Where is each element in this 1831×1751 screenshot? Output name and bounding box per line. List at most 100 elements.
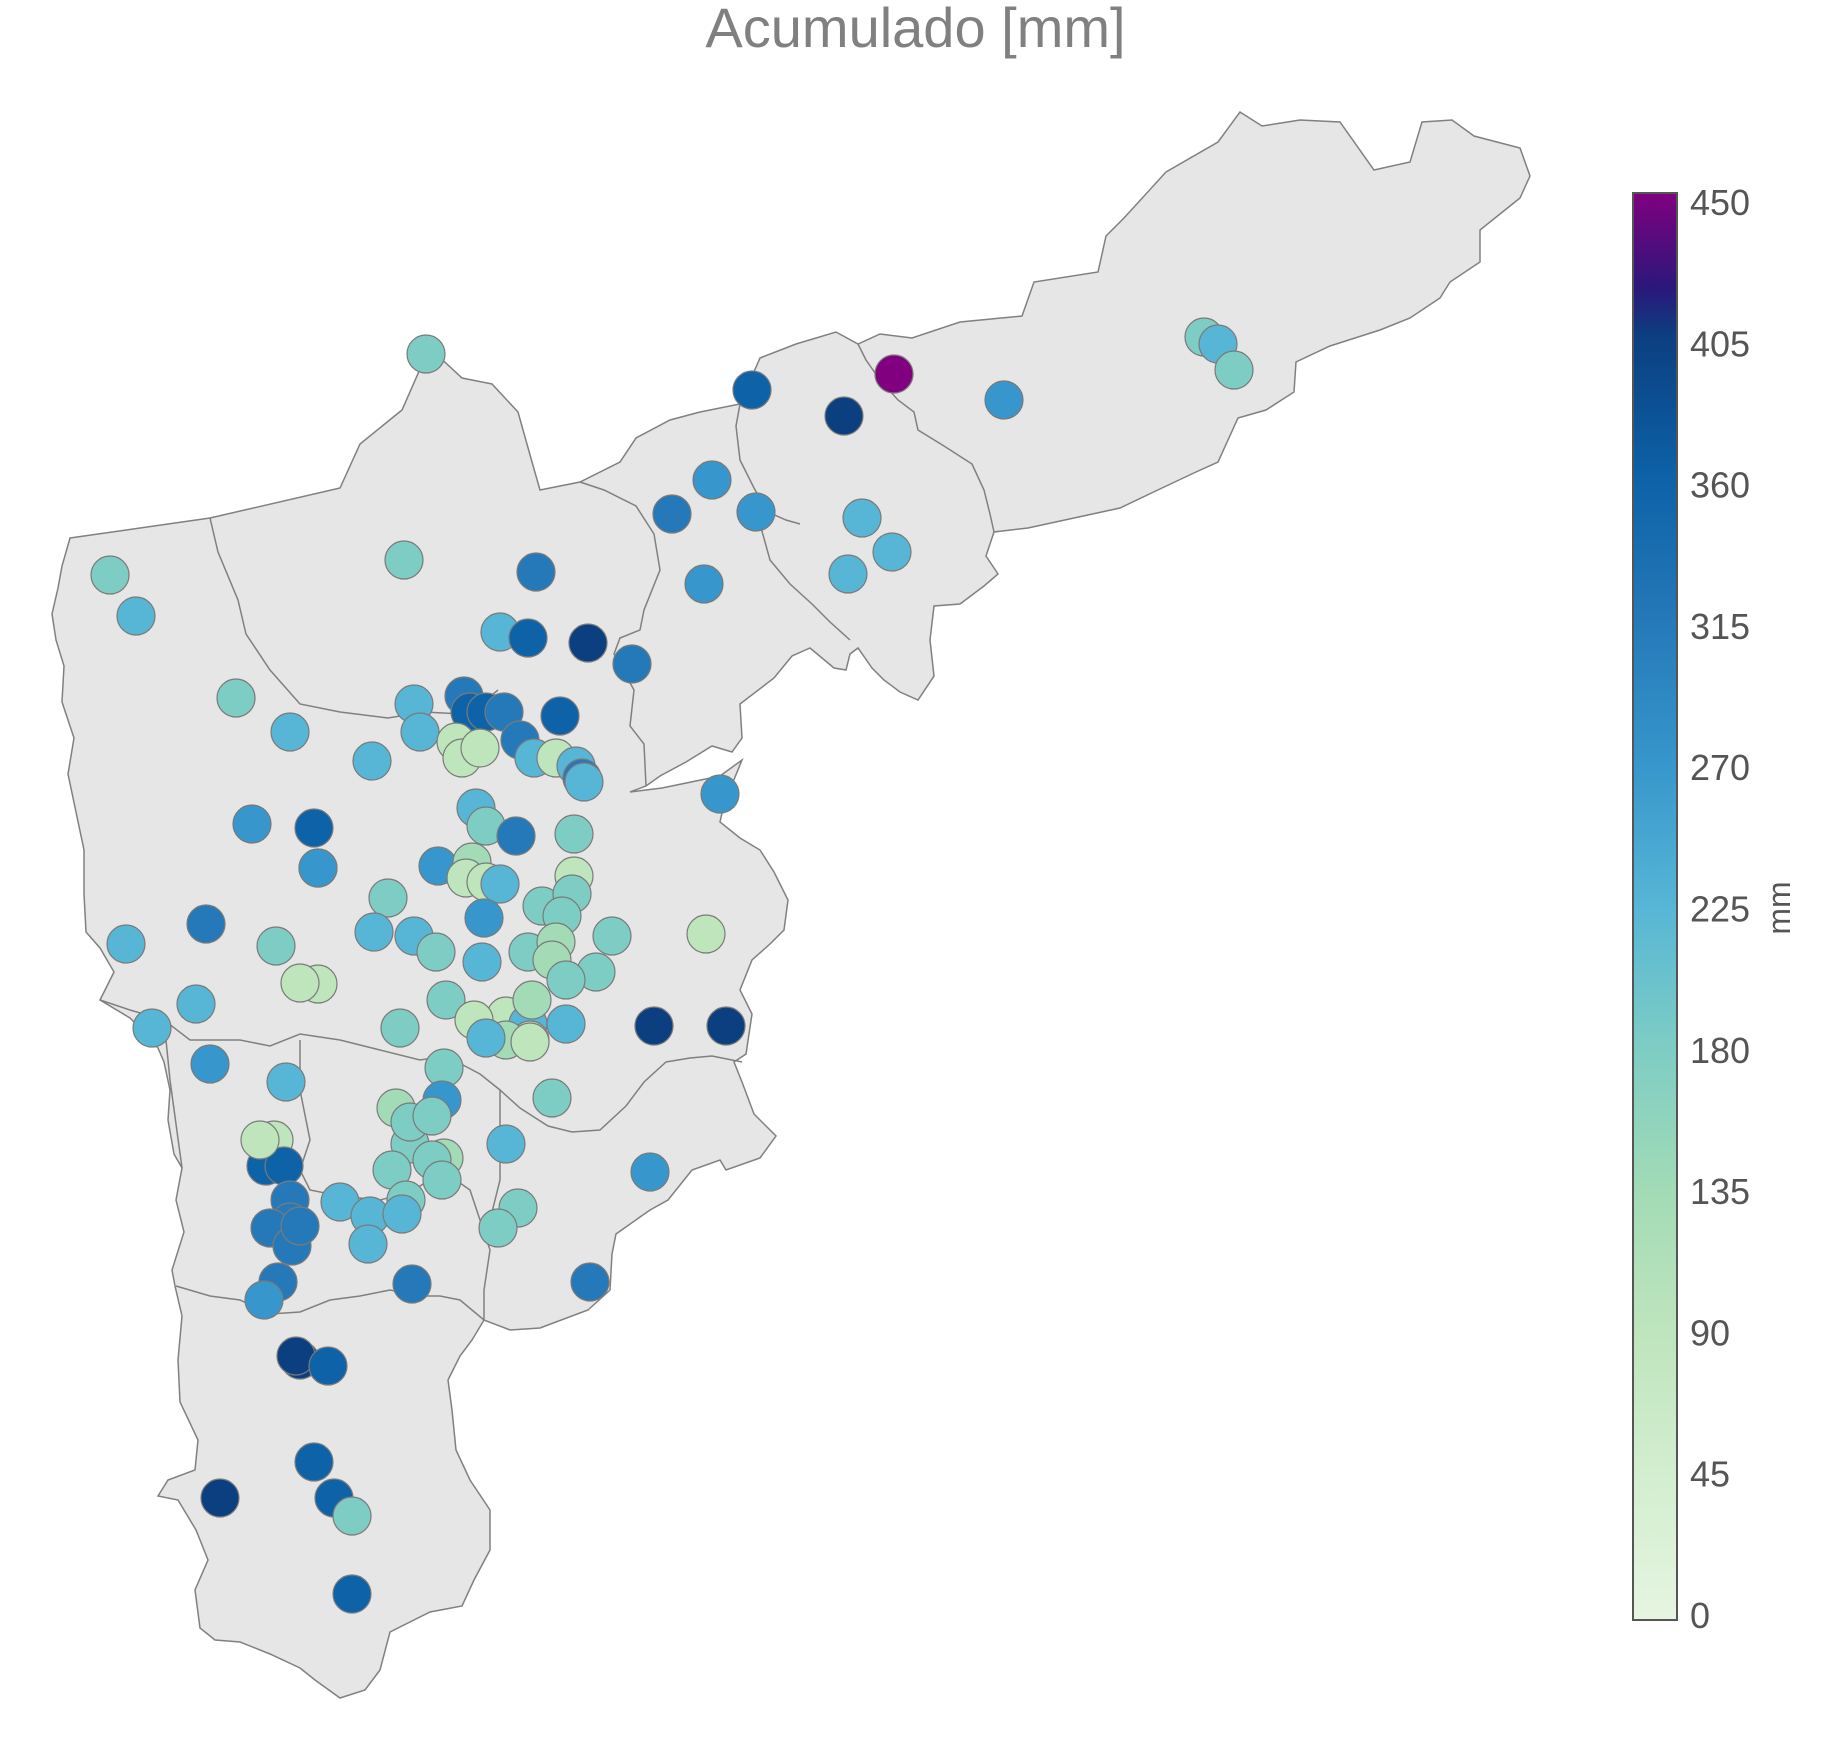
- station-marker[interactable]: [874, 354, 914, 394]
- station-marker[interactable]: [466, 1018, 506, 1058]
- station-marker[interactable]: [686, 914, 726, 954]
- station-marker[interactable]: [392, 1264, 432, 1304]
- station-marker[interactable]: [416, 932, 456, 972]
- station-marker[interactable]: [422, 1160, 462, 1200]
- station-marker[interactable]: [684, 564, 724, 604]
- station-marker[interactable]: [480, 864, 520, 904]
- station-marker[interactable]: [486, 1124, 526, 1164]
- subbasin-boundary: [175, 1285, 485, 1321]
- station-markers: [90, 317, 1254, 1614]
- station-marker[interactable]: [564, 762, 604, 802]
- colorbar-tick-label: 405: [1690, 323, 1750, 364]
- station-marker[interactable]: [532, 1078, 572, 1118]
- station-marker[interactable]: [380, 1008, 420, 1048]
- colorbar-tick-label: 180: [1690, 1030, 1750, 1071]
- station-marker[interactable]: [592, 916, 632, 956]
- station-marker[interactable]: [348, 1224, 388, 1264]
- colorbar-tick-label: 45: [1690, 1454, 1730, 1495]
- station-marker[interactable]: [90, 555, 130, 595]
- station-marker[interactable]: [540, 696, 580, 736]
- station-marker[interactable]: [462, 942, 502, 982]
- station-marker[interactable]: [266, 1062, 306, 1102]
- colorbar-tick-label: 0: [1690, 1595, 1710, 1636]
- station-marker[interactable]: [106, 924, 146, 964]
- subbasin-boundary: [163, 1019, 183, 1169]
- station-marker[interactable]: [368, 878, 408, 918]
- station-marker[interactable]: [700, 774, 740, 814]
- station-marker[interactable]: [352, 741, 392, 781]
- station-marker[interactable]: [736, 492, 776, 532]
- station-marker[interactable]: [634, 1006, 674, 1046]
- station-marker[interactable]: [294, 1442, 334, 1482]
- station-marker[interactable]: [116, 596, 156, 636]
- station-marker[interactable]: [652, 494, 692, 534]
- basin-outline: [51, 110, 1531, 1699]
- subbasin-boundary: [579, 481, 661, 787]
- station-marker[interactable]: [706, 1006, 746, 1046]
- station-marker[interactable]: [516, 552, 556, 592]
- station-marker[interactable]: [412, 1096, 452, 1136]
- station-marker[interactable]: [400, 712, 440, 752]
- station-marker[interactable]: [280, 963, 320, 1003]
- basin-regions: [51, 110, 1531, 1699]
- station-marker[interactable]: [732, 370, 772, 410]
- station-marker[interactable]: [478, 1208, 518, 1248]
- subbasin-boundary: [735, 403, 801, 525]
- station-marker[interactable]: [824, 396, 864, 436]
- station-marker[interactable]: [354, 912, 394, 952]
- station-marker[interactable]: [692, 460, 732, 500]
- station-marker[interactable]: [294, 808, 334, 848]
- station-marker[interactable]: [554, 814, 594, 854]
- station-marker[interactable]: [510, 1022, 550, 1062]
- colorbar-tick-label: 450: [1690, 182, 1750, 223]
- station-marker[interactable]: [1214, 350, 1254, 390]
- colorbar: 0 45 90 135 180 225 270 315 360 405 450 mm: [1632, 182, 1797, 1636]
- station-marker[interactable]: [426, 980, 466, 1020]
- subbasin-boundary: [99, 999, 743, 1133]
- station-marker[interactable]: [460, 728, 500, 768]
- station-marker[interactable]: [464, 898, 504, 938]
- station-marker[interactable]: [508, 618, 548, 658]
- station-marker[interactable]: [256, 926, 296, 966]
- station-marker[interactable]: [280, 1206, 320, 1246]
- station-marker[interactable]: [496, 816, 536, 856]
- station-marker[interactable]: [244, 1280, 284, 1320]
- station-marker[interactable]: [546, 1004, 586, 1044]
- station-marker[interactable]: [190, 1044, 230, 1084]
- station-marker[interactable]: [546, 960, 586, 1000]
- station-marker[interactable]: [630, 1152, 670, 1192]
- station-marker[interactable]: [270, 712, 310, 752]
- colorbar-tick-label: 315: [1690, 606, 1750, 647]
- station-marker[interactable]: [872, 532, 912, 572]
- station-marker[interactable]: [384, 540, 424, 580]
- colorbar-ticks: 0 45 90 135 180 225 270 315 360 405 450: [1690, 182, 1750, 1636]
- colorbar-tick-label: 360: [1690, 465, 1750, 506]
- colorbar-gradient: [1632, 192, 1678, 1621]
- station-marker[interactable]: [176, 984, 216, 1024]
- station-marker[interactable]: [512, 980, 552, 1020]
- station-marker[interactable]: [298, 848, 338, 888]
- station-marker[interactable]: [382, 1194, 422, 1234]
- station-marker[interactable]: [332, 1574, 372, 1614]
- station-marker[interactable]: [842, 498, 882, 538]
- station-marker[interactable]: [332, 1496, 372, 1536]
- colorbar-tick-label: 270: [1690, 747, 1750, 788]
- station-marker[interactable]: [200, 1478, 240, 1518]
- station-marker[interactable]: [186, 904, 226, 944]
- station-marker[interactable]: [828, 554, 868, 594]
- subbasin-boundary: [759, 523, 851, 641]
- colorbar-tick-label: 225: [1690, 889, 1750, 930]
- station-marker[interactable]: [308, 1346, 348, 1386]
- station-marker[interactable]: [232, 804, 272, 844]
- station-marker[interactable]: [406, 334, 446, 374]
- station-marker[interactable]: [216, 678, 256, 718]
- colorbar-tick-label: 135: [1690, 1171, 1750, 1212]
- station-marker[interactable]: [568, 623, 608, 663]
- station-marker[interactable]: [612, 644, 652, 684]
- station-marker[interactable]: [132, 1008, 172, 1048]
- station-marker[interactable]: [240, 1120, 280, 1160]
- colorbar-tick-label: 90: [1690, 1312, 1730, 1353]
- station-marker[interactable]: [570, 1262, 610, 1302]
- station-marker[interactable]: [984, 380, 1024, 420]
